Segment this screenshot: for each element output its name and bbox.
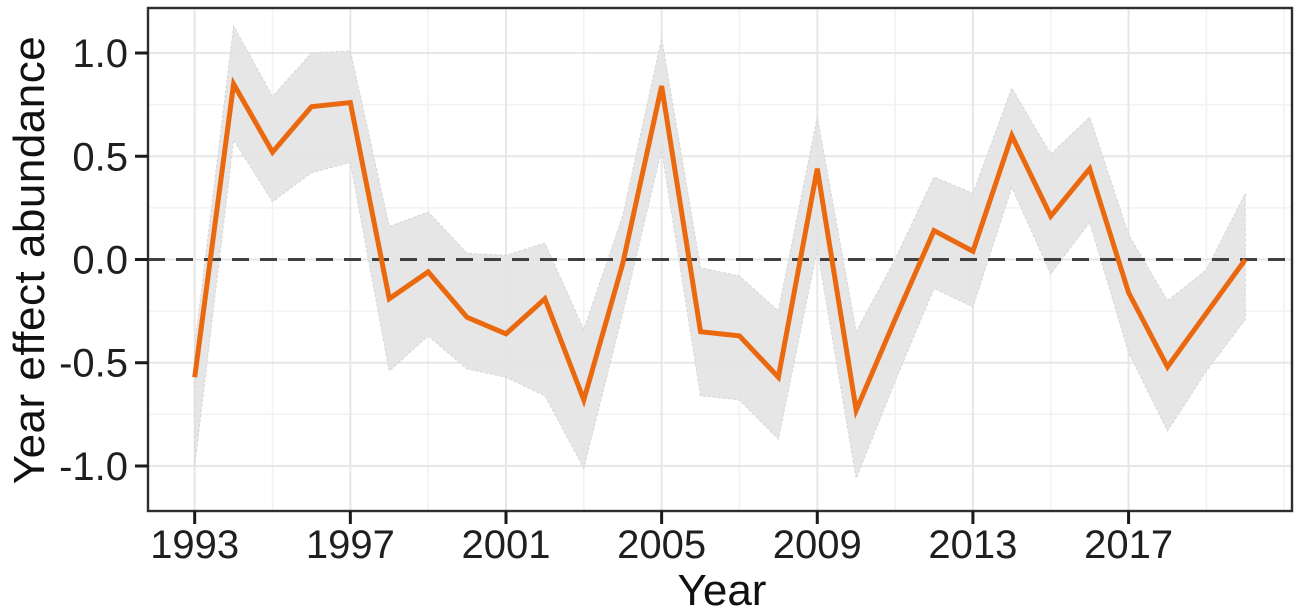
trend-line <box>192 76 1248 420</box>
y-axis-title: Year effect abundance <box>5 35 54 485</box>
y-tick-label: 0.5 <box>72 135 128 179</box>
confidence-band <box>194 24 1246 481</box>
x-tick-label: 2009 <box>773 523 862 567</box>
x-tick-label: 1997 <box>306 523 395 567</box>
y-tick-label: -0.5 <box>59 342 128 386</box>
y-tick-label: -1.0 <box>59 445 128 489</box>
x-tick-label: 2005 <box>617 523 706 567</box>
x-tick-label: 2001 <box>461 523 550 567</box>
x-tick-label: 2013 <box>928 523 1017 567</box>
x-axis-title: Year <box>677 566 767 615</box>
y-tick-label: 0.0 <box>72 239 128 283</box>
x-tick-label: 1993 <box>150 523 239 567</box>
x-tick-label: 2017 <box>1084 523 1173 567</box>
y-tick-label: 1.0 <box>72 32 128 76</box>
